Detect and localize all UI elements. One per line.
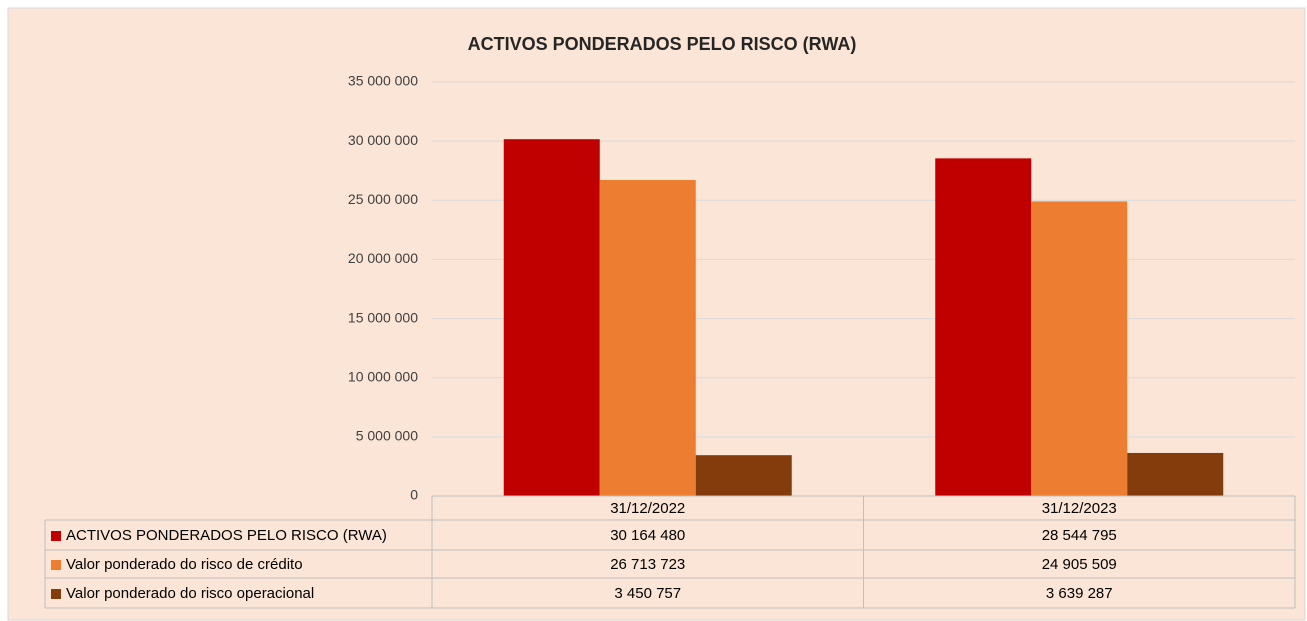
- bar: [599, 180, 696, 496]
- y-tick-label: 20 000 000: [348, 250, 418, 266]
- x-tick-label: 31/12/2022: [610, 500, 685, 517]
- chart-title: ACTIVOS PONDERADOS PELO RISCO (RWA): [468, 34, 857, 54]
- table-value: 24 905 509: [1042, 556, 1117, 573]
- table-value: 3 450 757: [614, 585, 681, 602]
- bar: [1127, 452, 1224, 496]
- bar: [1031, 201, 1128, 496]
- y-tick-label: 0: [410, 487, 418, 503]
- table-value: 28 544 795: [1042, 527, 1117, 544]
- legend-swatch: [51, 589, 61, 599]
- bar: [503, 139, 600, 496]
- y-tick-label: 35 000 000: [348, 73, 418, 89]
- y-tick-label: 25 000 000: [348, 191, 418, 207]
- bar: [935, 158, 1032, 497]
- y-tick-label: 10 000 000: [348, 368, 418, 384]
- legend-label: ACTIVOS PONDERADOS PELO RISCO (RWA): [66, 527, 387, 544]
- table-value: 26 713 723: [610, 556, 685, 573]
- bar: [695, 455, 792, 496]
- legend-swatch: [51, 531, 61, 541]
- legend-label: Valor ponderado do risco operacional: [66, 585, 314, 602]
- legend-swatch: [51, 560, 61, 570]
- table-value: 30 164 480: [610, 527, 685, 544]
- y-tick-label: 30 000 000: [348, 132, 418, 148]
- y-tick-label: 5 000 000: [356, 428, 418, 444]
- x-tick-label: 31/12/2023: [1042, 500, 1117, 517]
- legend-label: Valor ponderado do risco de crédito: [66, 556, 303, 573]
- table-value: 3 639 287: [1046, 585, 1113, 602]
- y-tick-label: 15 000 000: [348, 309, 418, 325]
